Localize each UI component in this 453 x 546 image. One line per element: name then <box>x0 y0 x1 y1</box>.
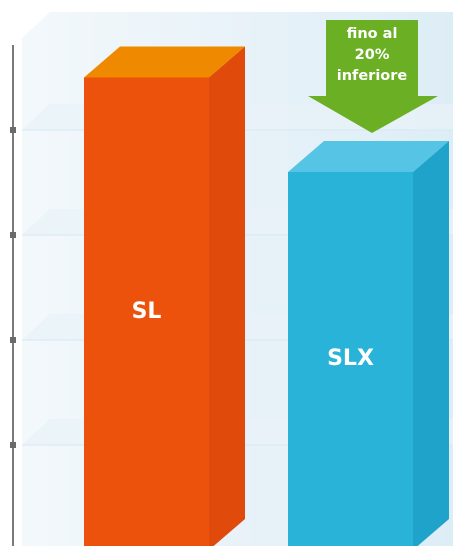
bar-top <box>288 141 449 172</box>
annotation-text: fino al <box>347 26 398 42</box>
y-tick <box>10 442 16 448</box>
y-tick <box>10 127 16 133</box>
bar-label: SLX <box>327 346 374 371</box>
annotation-text: 20% <box>355 47 390 63</box>
annotation-arrow <box>308 20 438 133</box>
bar <box>84 77 209 546</box>
annotation-text: inferiore <box>337 68 408 84</box>
bar <box>288 172 413 546</box>
bar-label: SL <box>132 299 162 324</box>
y-tick <box>10 232 16 238</box>
y-tick <box>10 337 16 343</box>
bar-side <box>413 141 449 546</box>
bar-side <box>209 46 245 546</box>
bar-top <box>84 46 245 78</box>
